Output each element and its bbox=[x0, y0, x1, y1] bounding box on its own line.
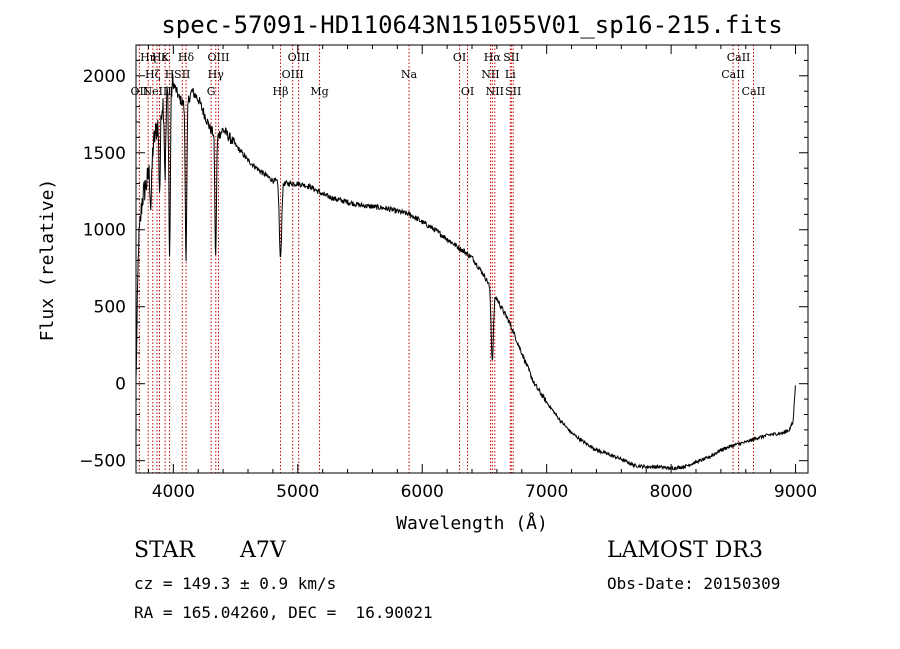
line-marker-label: Li bbox=[505, 68, 516, 81]
line-marker-label: Hη bbox=[140, 51, 156, 64]
y-tick-label: 1500 bbox=[83, 144, 126, 164]
y-tick-label: 1000 bbox=[83, 221, 126, 241]
line-marker-label: NII bbox=[481, 68, 499, 81]
coordinates: RA = 165.04260, DEC = 16.90021 bbox=[134, 603, 433, 622]
x-tick-label: 9000 bbox=[774, 482, 817, 502]
plot-frame bbox=[135, 44, 809, 474]
line-marker-label: SII bbox=[174, 68, 190, 81]
object-subclass: A7V bbox=[240, 538, 286, 563]
line-marker-label: G bbox=[207, 85, 216, 98]
line-marker-label: OIII bbox=[288, 51, 310, 64]
survey-name: LAMOST DR3 bbox=[607, 538, 763, 563]
y-tick-label: 500 bbox=[94, 298, 126, 318]
x-tick-label: 4000 bbox=[152, 482, 195, 502]
line-marker-label: Hδ bbox=[178, 51, 195, 64]
line-marker-label: Hβ bbox=[273, 85, 289, 98]
observation-date: Obs-Date: 20150309 bbox=[607, 574, 781, 593]
line-marker-label: OI bbox=[453, 51, 466, 64]
line-marker-label: NII bbox=[486, 85, 504, 98]
x-tick-label: 6000 bbox=[401, 482, 444, 502]
line-marker-label: Mg bbox=[310, 85, 328, 98]
line-marker-label: Hζ bbox=[145, 68, 161, 81]
line-marker-label: OIII bbox=[282, 68, 304, 81]
x-tick-label: 5000 bbox=[276, 482, 319, 502]
line-markers bbox=[138, 45, 754, 473]
x-axis-label: Wavelength (Å) bbox=[396, 512, 548, 534]
y-tick-label: −500 bbox=[79, 452, 126, 472]
line-marker-label: CaII bbox=[727, 51, 751, 64]
line-marker-label: CaII bbox=[742, 85, 766, 98]
redshift-cz: cz = 149.3 ± 0.9 km/s bbox=[134, 574, 337, 593]
y-axis-label: Flux (relative) bbox=[37, 179, 58, 342]
object-type: STAR bbox=[134, 538, 195, 563]
line-marker-label: Hα bbox=[484, 51, 502, 64]
y-tick-label: 2000 bbox=[83, 67, 126, 87]
line-marker-label: OI bbox=[461, 85, 474, 98]
line-marker-label: SII bbox=[503, 51, 519, 64]
line-marker-label: SII bbox=[505, 85, 521, 98]
line-marker-label: Na bbox=[401, 68, 418, 81]
line-marker-label: CaII bbox=[721, 68, 745, 81]
line-marker-label: Hγ bbox=[208, 68, 225, 81]
x-tick-label: 8000 bbox=[649, 482, 692, 502]
line-marker-label: H bbox=[165, 68, 175, 81]
line-marker-label: K bbox=[161, 51, 170, 64]
x-tick-label: 7000 bbox=[525, 482, 568, 502]
line-marker-label: NeIII bbox=[142, 85, 171, 98]
spectrum-series bbox=[135, 73, 796, 471]
axis-ticks: 4000 5000 6000 7000 8000 9000 −500 0 500 1000 1500… bbox=[79, 45, 817, 502]
line-marker-label: OIII bbox=[207, 51, 229, 64]
y-tick-label: 0 bbox=[115, 375, 126, 395]
line-marker-label: Hε bbox=[152, 51, 168, 64]
chart-title: spec-57091-HD110643N151055V01_sp16-215.f… bbox=[161, 11, 782, 39]
